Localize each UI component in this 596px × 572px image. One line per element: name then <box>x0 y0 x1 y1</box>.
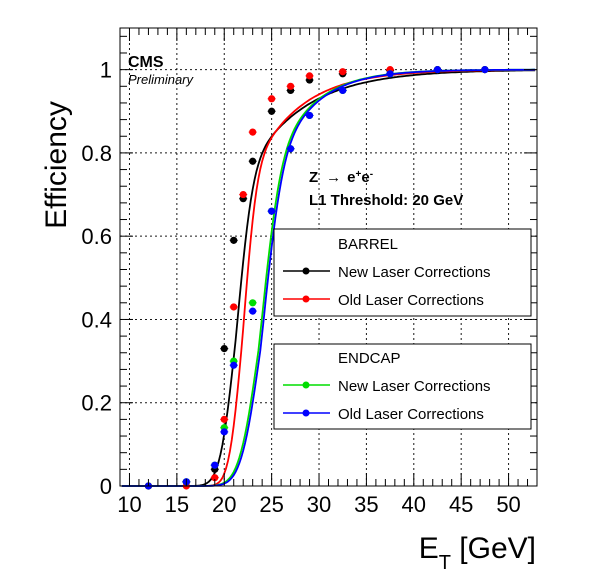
x-tick-label: 50 <box>496 492 520 517</box>
process-annotation: Z → e+e- <box>309 169 373 187</box>
process-e2: e <box>361 169 369 186</box>
legend-endcap: ENDCAP New Laser Corrections Old Laser C… <box>273 343 532 430</box>
cms-label: CMS <box>128 54 164 71</box>
data-point-barrel <box>220 415 228 423</box>
x-tick-label: 10 <box>117 492 141 517</box>
legend-endcap-old-marker <box>302 409 310 417</box>
legend-endcap-new-marker <box>302 381 310 389</box>
process-sup1: + <box>356 169 362 180</box>
legend-endcap-box <box>273 343 532 430</box>
data-point-barrel <box>268 95 276 103</box>
data-point-barrel <box>211 474 219 482</box>
data-point-barrel <box>305 72 314 80</box>
data-point-endcap <box>249 307 257 315</box>
data-point-barrel <box>230 303 238 311</box>
y-tick-label: 0.6 <box>81 224 112 249</box>
data-point-barrel <box>286 82 295 90</box>
legend-barrel-new-label: New Laser Corrections <box>338 264 491 281</box>
process-e1: e <box>347 169 355 186</box>
data-point-endcap <box>249 299 257 307</box>
y-axis-title: Efficiency <box>40 101 73 229</box>
data-point-barrel <box>239 190 247 199</box>
x-tick-label: 40 <box>402 492 426 517</box>
y-tick-label: 0.2 <box>81 391 112 416</box>
y-tick-label: 0 <box>100 474 112 499</box>
x-tick-label: 25 <box>259 492 283 517</box>
y-tick-label: 0.8 <box>81 141 112 166</box>
x-tick-label: 15 <box>165 492 189 517</box>
x-axis-title: ET [GeV] <box>419 532 536 572</box>
tick-labels: 10 15 20 25 30 35 40 45 50 0 0.2 0.4 0.6 0.8 1 <box>81 58 520 517</box>
x-tick-label: 30 <box>307 492 331 517</box>
process-arrow: → <box>326 169 341 186</box>
x-tick-label: 35 <box>354 492 378 517</box>
preliminary-label: Preliminary <box>128 72 195 87</box>
x-tick-label: 20 <box>212 492 236 517</box>
process-sup2: - <box>370 169 373 180</box>
legend-barrel-new-marker <box>302 267 310 275</box>
legend-barrel: BARREL New Laser Corrections Old Laser C… <box>273 228 532 317</box>
legend-barrel-header: BARREL <box>338 236 398 253</box>
y-tick-label: 0.4 <box>81 307 112 332</box>
legend-endcap-new-label: New Laser Corrections <box>338 378 491 395</box>
threshold-annotation: L1 Threshold: 20 GeV <box>309 192 463 209</box>
data-point-endcap <box>386 70 394 78</box>
data-point-endcap <box>268 207 276 215</box>
data-point-barrel <box>220 345 228 353</box>
data-point-barrel <box>268 107 276 115</box>
legend-endcap-old-label: Old Laser Corrections <box>338 406 484 423</box>
legend-barrel-box <box>273 228 532 317</box>
data-point-endcap <box>481 66 489 74</box>
legend-endcap-header: ENDCAP <box>338 350 401 367</box>
x-tick-label: 45 <box>449 492 473 517</box>
data-point-barrel <box>249 157 257 165</box>
data-point-endcap <box>286 145 295 153</box>
x-axis-title-main: E <box>419 532 439 565</box>
process-z: Z <box>309 169 318 186</box>
data-point-endcap <box>230 361 238 369</box>
data-point-endcap <box>433 66 442 74</box>
legend-barrel-old-marker <box>302 295 310 303</box>
legend-barrel-old-label: Old Laser Corrections <box>338 292 484 309</box>
y-tick-label: 1 <box>100 58 112 83</box>
data-point-barrel <box>249 128 257 136</box>
data-point-barrel <box>230 236 238 244</box>
x-axis-title-sub: T <box>439 552 451 572</box>
data-point-endcap <box>220 428 228 436</box>
data-point-endcap <box>211 461 219 469</box>
data-point-endcap <box>305 111 314 120</box>
x-axis-title-unit: [GeV] <box>451 532 536 565</box>
data-point-barrel <box>339 68 347 76</box>
data-point-endcap <box>339 86 347 95</box>
